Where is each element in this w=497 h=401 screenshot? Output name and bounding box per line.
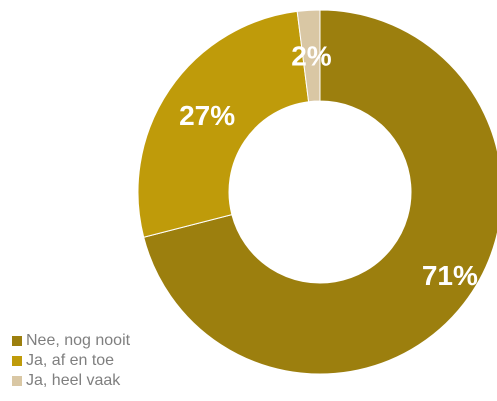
slice-value-label: 71% bbox=[422, 260, 478, 291]
slice-value-label: 27% bbox=[179, 100, 235, 131]
legend-label: Ja, af en toe bbox=[26, 352, 115, 369]
legend-swatch bbox=[12, 356, 22, 366]
donut-slice bbox=[143, 9, 497, 375]
legend-label: Ja, heel vaak bbox=[26, 372, 121, 389]
legend: Nee, nog nooit Ja, af en toe Ja, heel va… bbox=[12, 331, 130, 391]
legend-label: Nee, nog nooit bbox=[26, 332, 131, 349]
legend-item-af-en-toe: Ja, af en toe bbox=[12, 351, 130, 371]
legend-item-nee: Nee, nog nooit bbox=[12, 331, 130, 351]
donut-labels: 71% 27% 2% bbox=[179, 40, 478, 291]
donut-slice bbox=[137, 10, 310, 238]
legend-swatch bbox=[12, 376, 22, 386]
slice-value-label: 2% bbox=[291, 40, 332, 71]
donut-slice bbox=[296, 9, 321, 103]
donut-slices bbox=[137, 9, 497, 375]
legend-item-heel-vaak: Ja, heel vaak bbox=[12, 371, 130, 391]
legend-swatch bbox=[12, 336, 22, 346]
